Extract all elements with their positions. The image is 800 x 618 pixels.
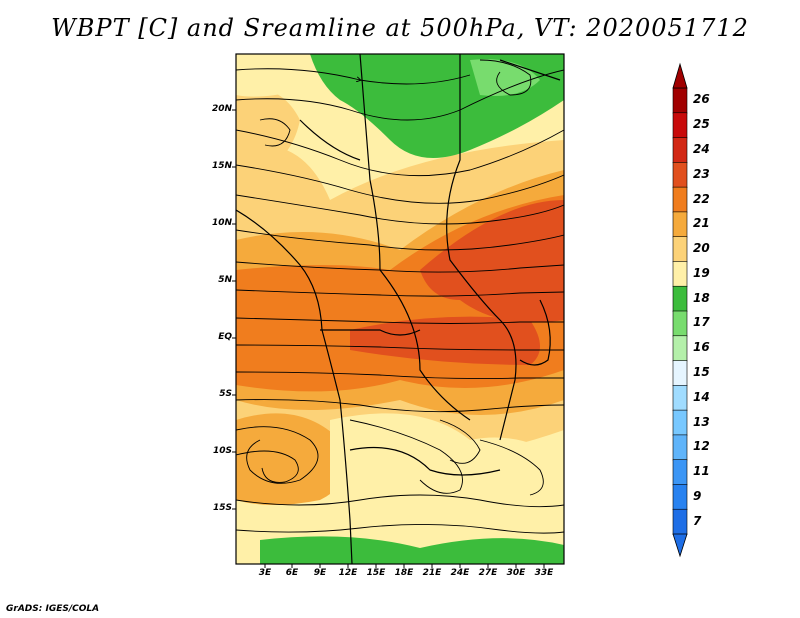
colorbar-swatch — [672, 508, 688, 535]
country-borders — [236, 54, 561, 564]
streamlines — [236, 59, 564, 534]
colorbar-label: 21 — [693, 216, 710, 231]
colorbar-label: 17 — [693, 315, 710, 330]
colorbar-swatch — [672, 137, 688, 164]
plot-frame — [235, 53, 565, 565]
lon-label-15e: 15E — [366, 568, 386, 578]
field-17c-north — [470, 59, 540, 96]
lon-label-27e: 27E — [478, 568, 498, 578]
wbpt-field — [236, 54, 564, 564]
colorbar-label: 20 — [693, 241, 710, 256]
lat-label-10s: 10S — [212, 446, 232, 456]
lat-label-15n: 15N — [211, 161, 232, 171]
field-20c-northwest — [236, 88, 300, 180]
lon-label-33e: 33E — [534, 568, 554, 578]
lat-label-5n: 5N — [218, 275, 232, 285]
field-19c-northwest — [236, 54, 330, 97]
field-23c-region-north — [420, 200, 564, 323]
colorbar-swatch — [672, 261, 688, 288]
colorbar-swatch — [672, 360, 688, 387]
axis-ticks — [232, 109, 545, 568]
colorbar-max-arrow — [672, 62, 688, 89]
lon-label-6e: 6E — [285, 568, 299, 578]
colorbar-swatch — [672, 409, 688, 436]
colorbar-swatch — [672, 211, 688, 238]
field-18c-south — [260, 536, 564, 564]
lat-label-eq: EQ — [218, 332, 232, 342]
colorbar-label: 25 — [693, 117, 710, 132]
lon-label-30e: 30E — [506, 568, 526, 578]
colorbar-swatch — [672, 459, 688, 486]
lat-label-10n: 10N — [211, 218, 232, 228]
field-23c-region-equator — [350, 316, 540, 365]
lat-label-15s: 15S — [212, 503, 232, 513]
colorbar-label: 7 — [693, 513, 702, 528]
lon-label-12e: 12E — [338, 568, 358, 578]
colorbar-swatch — [672, 236, 688, 263]
colorbar-swatch — [672, 87, 688, 114]
colorbar-label: 23 — [693, 166, 710, 181]
colorbar-label: 16 — [693, 340, 710, 355]
colorbar-label: 24 — [693, 141, 710, 156]
colorbar-label: 11 — [693, 464, 710, 479]
colorbar-label: 26 — [693, 92, 710, 107]
map-title: WBPT [C] and Sreamline at 500hPa, VT: 20… — [51, 14, 749, 42]
colorbar-swatch — [672, 112, 688, 139]
field-21c-southwest — [236, 413, 347, 505]
field-19c-south — [330, 413, 564, 564]
colorbar-label: 22 — [693, 191, 710, 206]
colorbar-label: 12 — [693, 439, 710, 454]
colorbar-label: 9 — [693, 488, 702, 503]
colorbar-label: 15 — [693, 364, 710, 379]
lon-label-9e: 9E — [313, 568, 327, 578]
colorbar-swatch — [672, 162, 688, 188]
lon-label-24e: 24E — [450, 568, 470, 578]
colorbar-swatch — [672, 434, 688, 461]
colorbar-label: 18 — [693, 290, 710, 305]
colorbar-swatch — [672, 186, 688, 213]
colorbar — [672, 62, 688, 558]
colorbar-swatch — [672, 310, 688, 337]
colorbar-min-arrow — [672, 533, 688, 558]
lon-label-21e: 21E — [422, 568, 442, 578]
colorbar-label: 13 — [693, 414, 710, 429]
colorbar-swatch — [672, 484, 688, 511]
colorbar-swatch — [672, 285, 688, 312]
lon-label-18e: 18E — [394, 568, 414, 578]
grads-credit: GrADS: IGES/COLA — [6, 604, 100, 614]
colorbar-label: 14 — [693, 389, 710, 404]
lat-label-5s: 5S — [219, 389, 232, 399]
colorbar-label: 19 — [693, 265, 710, 280]
lon-label-3e: 3E — [258, 568, 272, 578]
colorbar-swatch — [672, 335, 688, 362]
colorbar-swatch — [672, 385, 688, 411]
lat-label-20n: 20N — [211, 104, 232, 114]
